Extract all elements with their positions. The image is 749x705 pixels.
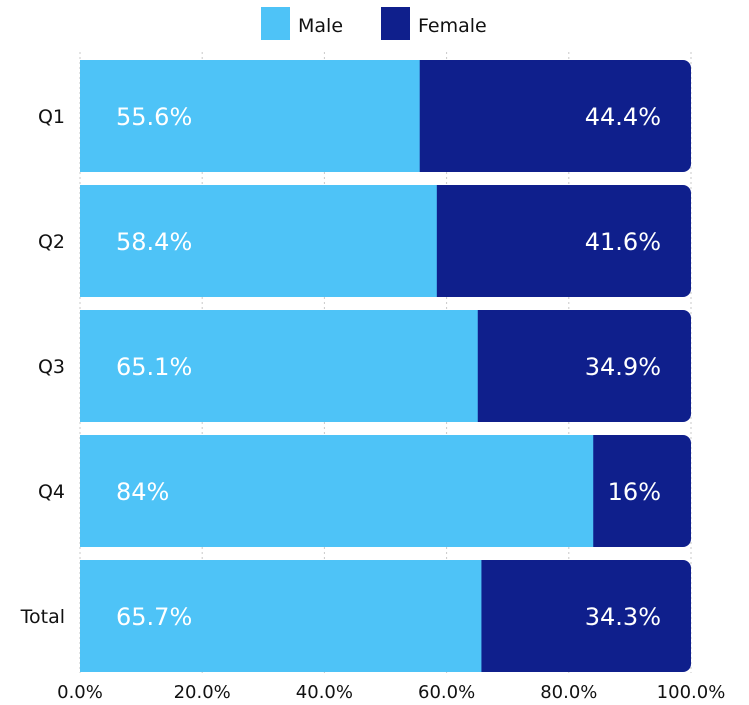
bar-male: [80, 560, 482, 672]
category-label: Q1: [38, 106, 65, 128]
bar-male: [80, 60, 420, 172]
category-label: Q3: [38, 356, 65, 378]
category-label: Q2: [38, 231, 65, 253]
bars: 55.6% 44.4% 58.4% 41.6% 65.1% 34.9% 84% 16% 65.7…: [80, 60, 691, 672]
x-tick-label: 0.0%: [57, 682, 103, 703]
data-label-female: 34.3%: [585, 603, 661, 631]
legend-label: Female: [418, 15, 487, 37]
data-label-female: 44.4%: [585, 103, 661, 131]
category-labels: Q1 Q2 Q3 Q4 Total: [20, 106, 65, 628]
data-label-female: 41.6%: [585, 228, 661, 256]
data-label-male: 65.7%: [116, 603, 192, 631]
x-tick-label: 20.0%: [174, 682, 231, 703]
category-label: Total: [20, 606, 65, 628]
x-tick-label: 80.0%: [540, 682, 597, 703]
data-label-male: 65.1%: [116, 353, 192, 381]
data-label-female: 16%: [608, 478, 661, 506]
data-label-female: 34.9%: [585, 353, 661, 381]
legend-label: Male: [298, 15, 343, 37]
bar-male: [80, 435, 594, 547]
x-tick-label: 40.0%: [296, 682, 353, 703]
data-label-male: 84%: [116, 478, 169, 506]
legend-swatch: [381, 7, 410, 40]
x-tick-label: 100.0%: [657, 682, 726, 703]
category-label: Q4: [38, 481, 65, 503]
legend: Male Female: [261, 7, 487, 40]
x-tick-label: 60.0%: [418, 682, 475, 703]
legend-swatch: [261, 7, 290, 40]
data-label-male: 58.4%: [116, 228, 192, 256]
bar-male: [80, 310, 478, 422]
data-label-male: 55.6%: [116, 103, 192, 131]
bar-male: [80, 185, 437, 297]
x-axis-ticks: 0.0% 20.0% 40.0% 60.0% 80.0% 100.0%: [57, 682, 725, 703]
